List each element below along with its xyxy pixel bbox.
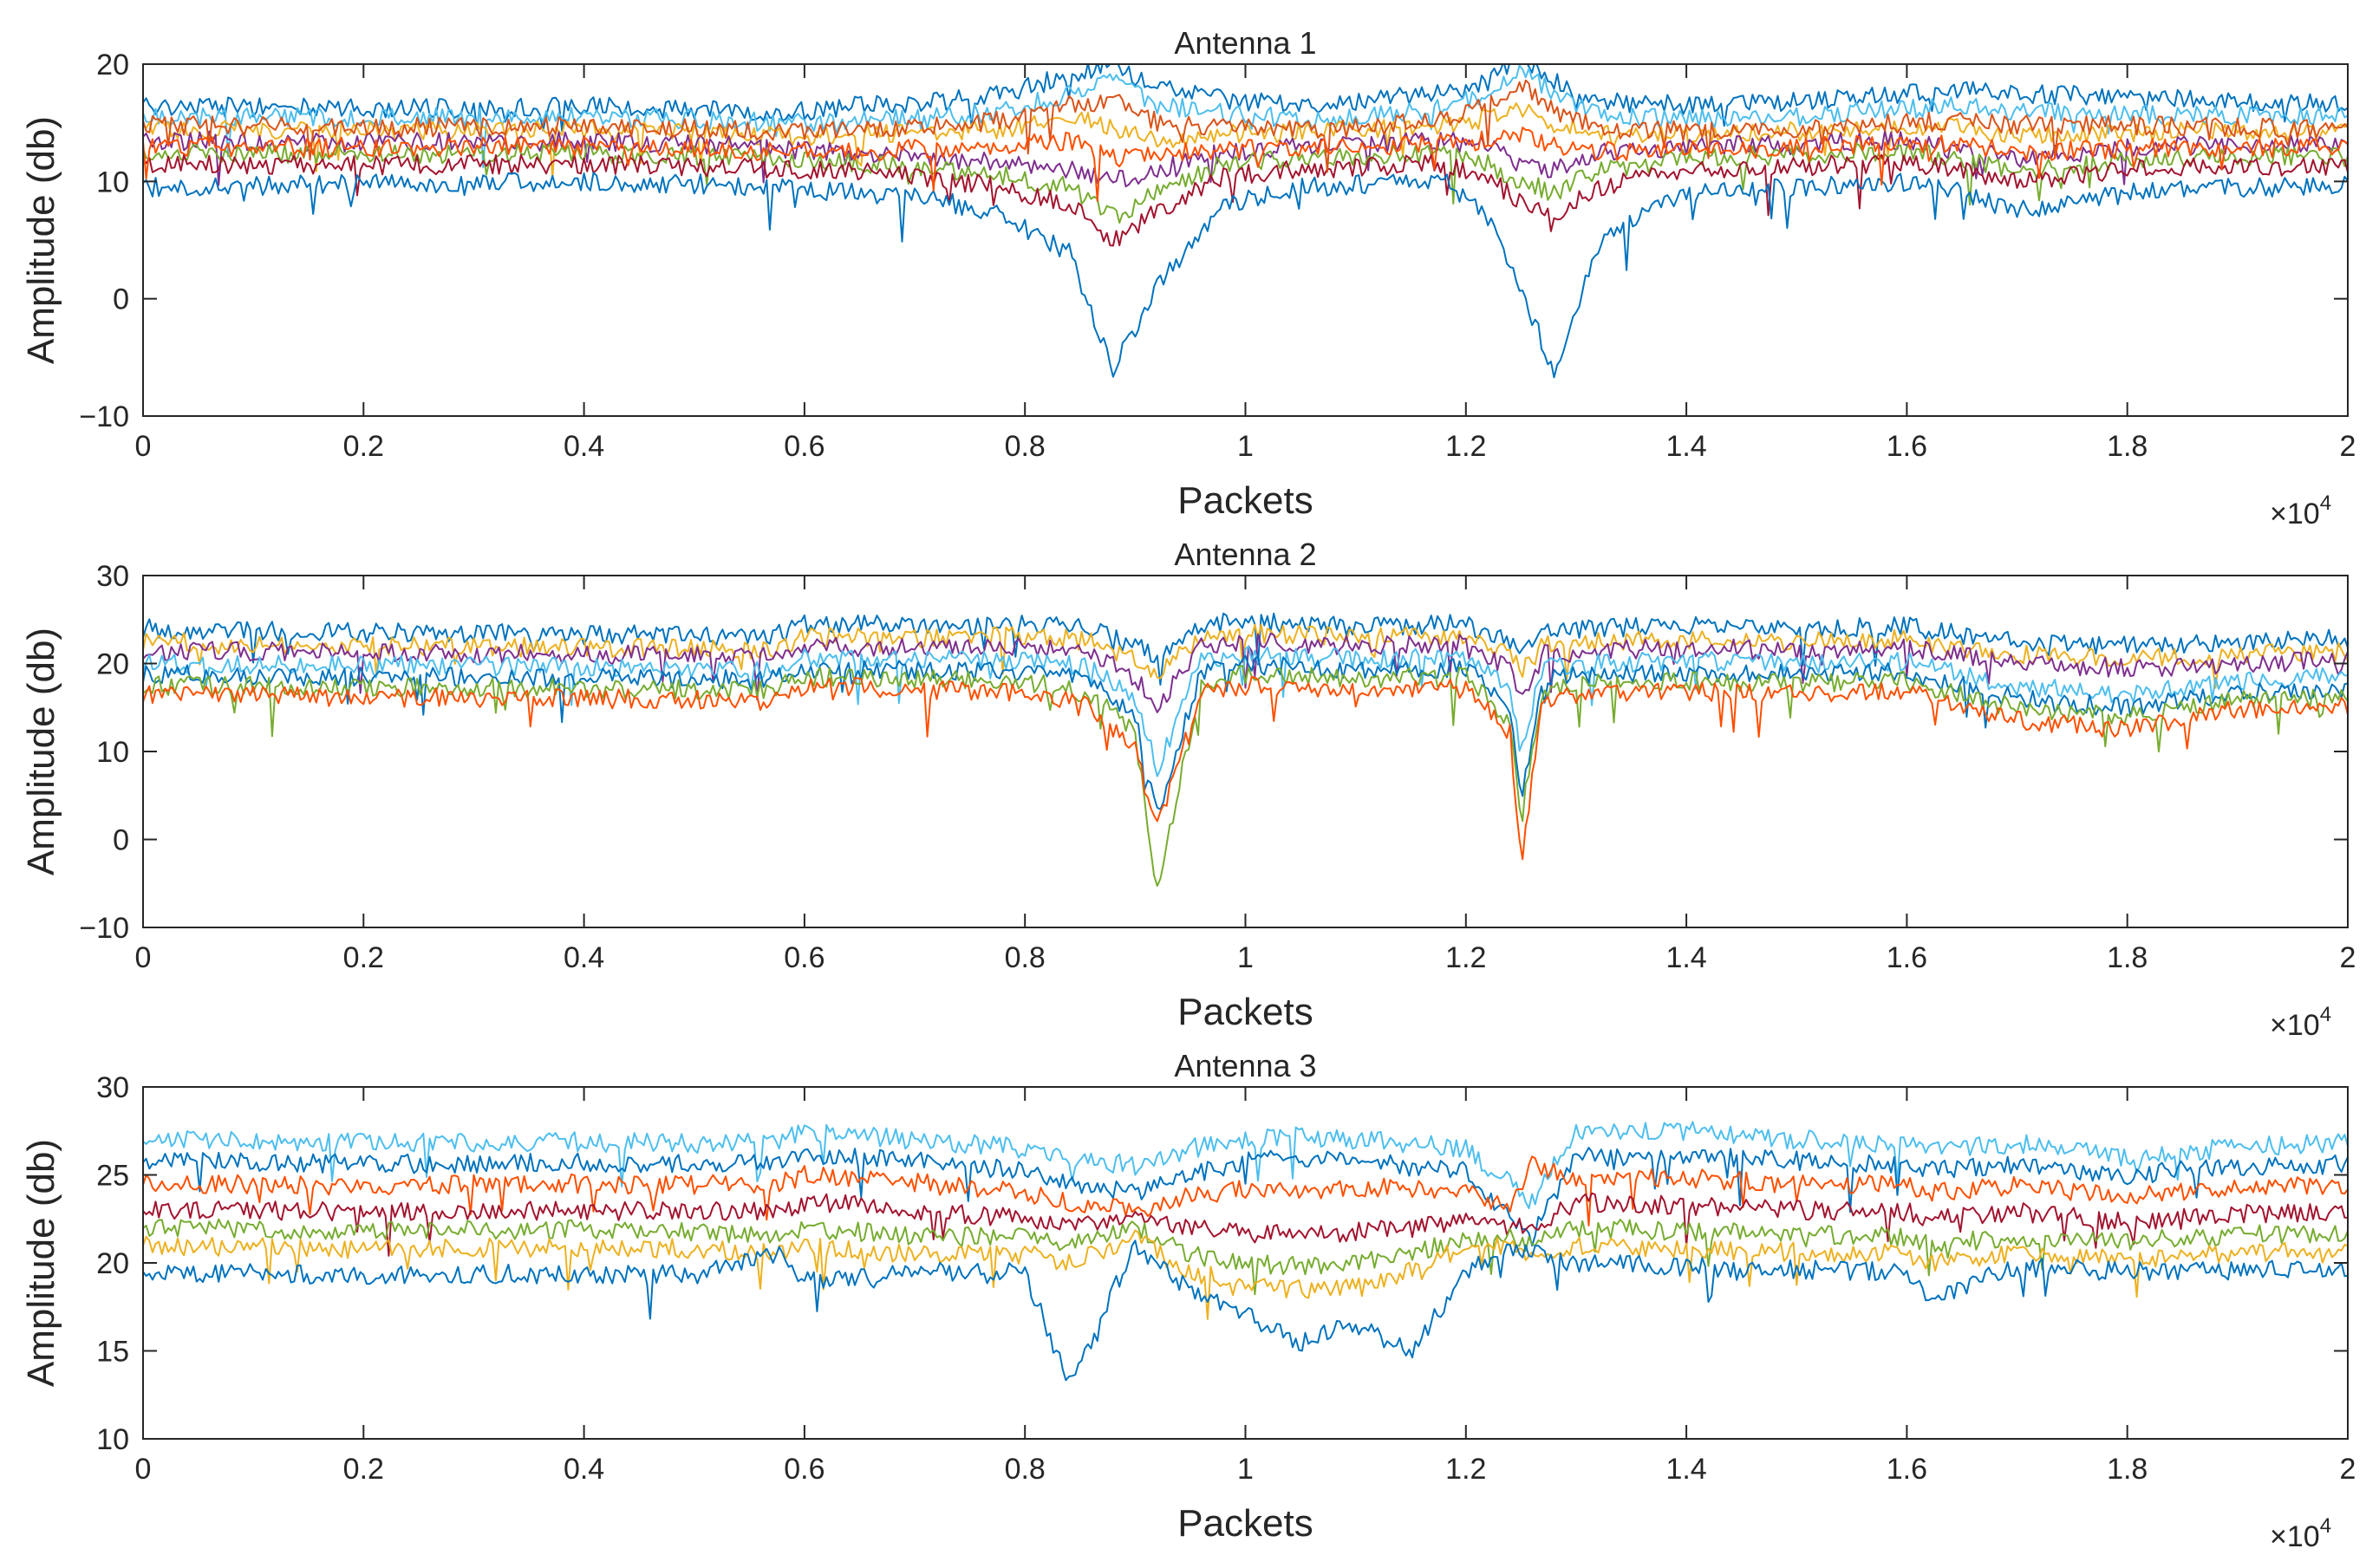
series-line-antenna-2-subcarrier-2 [143, 623, 2348, 689]
x-tick-label: 2 [2340, 941, 2356, 974]
x-tick-label: 0.6 [784, 1453, 825, 1486]
x-tick-label: 1.6 [1887, 941, 1927, 974]
y-tick-label: 0 [113, 283, 129, 316]
y-axis-label: Amplitude (db) [20, 628, 62, 875]
x-tick-label: 0.4 [564, 1453, 604, 1486]
chart-title: Antenna 1 [1174, 25, 1316, 61]
series-line-antenna-3-subcarrier-1 [143, 1121, 2348, 1209]
x-tick-label: 0.4 [564, 430, 604, 463]
series-line-antenna-3-subcarrier-3 [143, 1155, 2348, 1226]
x-tick-label: 1.6 [1887, 1453, 1927, 1486]
x-exponent-base: ×10 [2270, 1520, 2320, 1553]
x-tick-label: 0.2 [343, 430, 384, 463]
series-line-antenna-3-subcarrier-7 [143, 1239, 2348, 1382]
x-tick-label: 1.2 [1445, 941, 1486, 974]
x-axis-label: Packets [1177, 479, 1313, 522]
x-tick-label: 1 [1237, 430, 1254, 463]
series-line-antenna-1-subcarrier-8 [143, 79, 2348, 173]
x-tick-label: 0.6 [784, 430, 825, 463]
x-tick-label: 0 [135, 941, 152, 974]
x-tick-label: 2 [2340, 1453, 2356, 1486]
series-line-antenna-1-subcarrier-7 [143, 172, 2348, 379]
series-line-antenna-1-subcarrier-6 [143, 153, 2348, 247]
y-axis-label: Amplitude (db) [20, 116, 62, 364]
x-tick-label: 1.8 [2107, 430, 2148, 463]
chart-title: Antenna 3 [1174, 1048, 1316, 1083]
y-tick-label: −10 [79, 912, 129, 945]
x-tick-label: 1.6 [1887, 430, 1927, 463]
x-tick-label: 1.8 [2107, 941, 2148, 974]
x-tick-label: 1.8 [2107, 1453, 2148, 1486]
series-line-antenna-1-subcarrier-5 [143, 142, 2348, 224]
x-tick-label: 2 [2340, 430, 2356, 463]
x-tick-label: 0 [135, 430, 152, 463]
series-line-antenna-3-subcarrier-6 [143, 1229, 2348, 1320]
axes-box-antenna-2 [142, 575, 2349, 928]
y-axis-label: Amplitude (db) [20, 1139, 62, 1387]
series-line-antenna-1-subcarrier-9 [143, 127, 2348, 202]
x-tick-label: 0.2 [343, 941, 384, 974]
chart-title: Antenna 2 [1174, 537, 1316, 572]
series-line-antenna-2-subcarrier-1 [143, 612, 2348, 686]
y-tick-label: 10 [96, 166, 129, 198]
x-exponent-power: 4 [2320, 491, 2331, 515]
x-exponent-label: ×104 [2270, 491, 2331, 530]
y-tick-label: −10 [79, 400, 129, 433]
x-exponent-label: ×104 [2270, 1003, 2331, 1042]
x-tick-label: 0.4 [564, 941, 604, 974]
series-line-antenna-1-subcarrier-2 [143, 64, 2348, 169]
x-tick-label: 1.2 [1445, 430, 1486, 463]
series-line-antenna-2-subcarrier-7 [143, 675, 2348, 861]
x-tick-label: 0.2 [343, 1453, 384, 1486]
x-tick-label: 1.4 [1665, 941, 1706, 974]
series-line-antenna-2-subcarrier-6 [143, 665, 2348, 888]
y-tick-label: 20 [96, 49, 129, 81]
y-tick-label: 30 [96, 560, 129, 593]
x-exponent-base: ×10 [2270, 1009, 2320, 1042]
y-tick-label: 20 [96, 648, 129, 681]
x-axis-label: Packets [1177, 1502, 1313, 1545]
x-tick-label: 1.4 [1665, 430, 1706, 463]
x-tick-label: 0.6 [784, 941, 825, 974]
x-tick-label: 0.8 [1005, 1453, 1046, 1486]
x-tick-label: 0 [135, 1453, 152, 1486]
series-line-antenna-1-subcarrier-1 [143, 64, 2348, 133]
x-exponent-power: 4 [2320, 1514, 2331, 1538]
x-exponent-power: 4 [2320, 1003, 2331, 1026]
x-tick-label: 0.8 [1005, 941, 1046, 974]
y-tick-label: 30 [96, 1071, 129, 1104]
x-axis-label: Packets [1177, 991, 1313, 1033]
y-tick-label: 25 [96, 1160, 129, 1193]
y-tick-label: 20 [96, 1247, 129, 1280]
y-tick-label: 10 [96, 736, 129, 769]
x-tick-label: 1 [1237, 941, 1254, 974]
y-tick-label: 10 [96, 1423, 129, 1456]
x-tick-label: 1.2 [1445, 1453, 1486, 1486]
series-line-antenna-3-subcarrier-4 [143, 1192, 2348, 1257]
series-line-antenna-2-subcarrier-3 [143, 632, 2348, 713]
x-exponent-base: ×10 [2270, 498, 2320, 530]
series-line-antenna-2-subcarrier-4 [143, 645, 2348, 777]
x-tick-label: 1.4 [1665, 1453, 1706, 1486]
x-exponent-label: ×104 [2270, 1514, 2331, 1553]
series-line-antenna-3-subcarrier-2 [143, 1147, 2348, 1247]
x-tick-label: 0.8 [1005, 430, 1046, 463]
x-tick-label: 1 [1237, 1453, 1254, 1486]
y-tick-label: 0 [113, 824, 129, 857]
y-tick-label: 15 [96, 1336, 129, 1369]
series-line-antenna-3-subcarrier-5 [143, 1218, 2348, 1296]
